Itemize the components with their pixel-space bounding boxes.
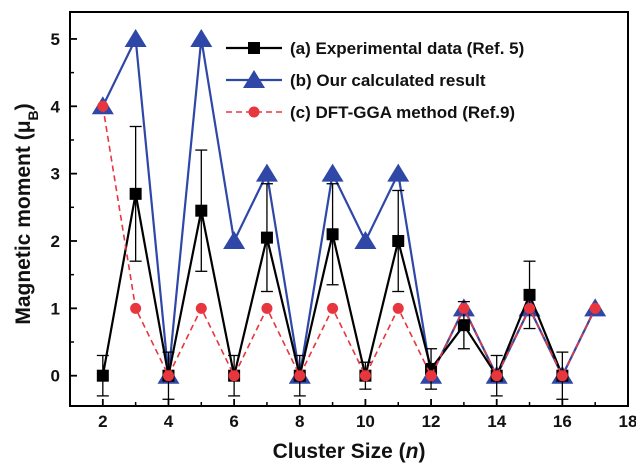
data-point: [524, 302, 536, 314]
x-tick-label: 16: [553, 412, 572, 431]
x-tick-label: 12: [422, 412, 441, 431]
data-point: [457, 319, 470, 332]
data-point: [255, 163, 278, 182]
data-point: [261, 302, 273, 314]
data-point: [130, 302, 142, 314]
series-line: [102, 106, 596, 378]
legend-marker: [248, 106, 260, 118]
series-line: [101, 34, 597, 380]
x-tick-label: 10: [356, 412, 375, 431]
data-point: [589, 302, 601, 314]
data-point: [195, 302, 207, 314]
data-point: [195, 204, 208, 217]
y-tick-label: 1: [51, 299, 60, 318]
data-point: [326, 228, 339, 241]
x-axis-title: Cluster Size (n): [273, 440, 426, 463]
plot-frame: [69, 11, 629, 407]
legend-label: (c) DFT-GGA method (Ref.9): [290, 103, 515, 122]
data-point: [392, 302, 404, 314]
series-2: [97, 100, 601, 382]
legend-entry-2: (c) DFT-GGA method (Ref.9): [226, 103, 515, 122]
series-layer: [91, 28, 607, 400]
y-tick-label: 5: [51, 30, 60, 49]
data-point: [392, 234, 405, 247]
data-point: [425, 370, 437, 382]
data-point: [294, 370, 306, 382]
data-point: [387, 163, 410, 182]
data-point: [321, 163, 344, 182]
data-point: [96, 369, 109, 382]
data-point: [97, 100, 109, 112]
data-point: [354, 230, 377, 249]
data-point: [124, 28, 147, 47]
legend-marker: [243, 70, 265, 88]
data-point: [359, 370, 371, 382]
data-point: [556, 370, 568, 382]
data-point: [228, 370, 240, 382]
data-point: [523, 288, 536, 301]
data-point: [458, 302, 470, 314]
y-tick-label: 3: [51, 165, 60, 184]
y-tick-label: 4: [51, 97, 61, 116]
y-tick-label: 0: [51, 367, 60, 386]
data-point: [162, 370, 174, 382]
legend: (a) Experimental data (Ref. 5) (b) Our ca…: [226, 39, 524, 122]
legend-entry-0: (a) Experimental data (Ref. 5): [226, 39, 524, 58]
x-tick-label: 4: [164, 412, 174, 431]
data-point: [190, 28, 213, 47]
data-point: [327, 302, 339, 314]
data-point: [129, 187, 142, 200]
data-point: [223, 230, 246, 249]
legend-marker: [248, 42, 260, 54]
x-tick-label: 18: [619, 412, 636, 431]
legend-label: (a) Experimental data (Ref. 5): [290, 39, 524, 58]
x-tick-label: 14: [487, 412, 506, 431]
y-axis-title: Magnetic moment (μB): [12, 103, 41, 324]
legend-entry-1: (b) Our calculated result: [226, 70, 486, 90]
x-tick-label: 6: [229, 412, 238, 431]
data-point: [491, 370, 503, 382]
y-tick-label: 2: [51, 232, 60, 251]
legend-label: (b) Our calculated result: [290, 71, 486, 90]
x-tick-label: 8: [295, 412, 304, 431]
data-point: [260, 231, 273, 244]
x-tick-label: 2: [98, 412, 107, 431]
